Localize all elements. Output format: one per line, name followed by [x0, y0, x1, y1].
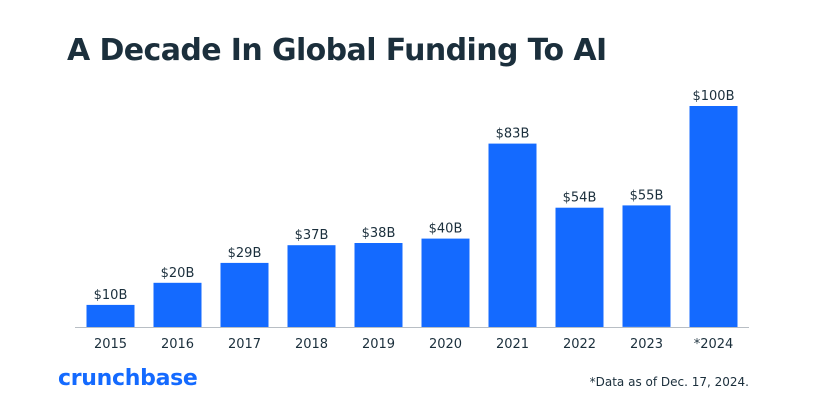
bar-2015 [86, 304, 135, 327]
x-tick-label-2022: 2022 [563, 337, 596, 352]
bar-2017 [220, 262, 269, 327]
x-tick-label-2021: 2021 [496, 337, 529, 352]
data-footnote: *Data as of Dec. 17, 2024. [589, 375, 749, 389]
x-tick-label-2018: 2018 [295, 337, 328, 352]
bar-2016 [153, 282, 202, 327]
bar-2018 [287, 245, 336, 327]
value-label-2017: $29B [228, 246, 262, 261]
value-label-2015: $10B [94, 288, 128, 303]
x-tick-label-2023: 2023 [630, 337, 663, 352]
bar-2023 [622, 205, 671, 327]
value-label-2023: $55B [630, 188, 664, 203]
bar-2024 [689, 106, 738, 327]
crunchbase-logo: crunchbase [58, 366, 198, 391]
bar-2019 [354, 243, 403, 327]
value-label-2018: $37B [295, 228, 329, 243]
bar-2022 [555, 207, 604, 327]
bar-2021 [488, 143, 537, 327]
value-label-2016: $20B [161, 266, 195, 281]
x-tick-label-2017: 2017 [228, 337, 261, 352]
value-label-2021: $83B [496, 127, 530, 142]
x-tick-label-2019: 2019 [362, 337, 395, 352]
x-tick-label-2016: 2016 [161, 337, 194, 352]
chart-title: A Decade In Global Funding To AI [67, 33, 607, 68]
value-labels-group: $10B $20B $29B $37B $38B $40B $83B $54B $55B $100… [94, 89, 735, 303]
value-label-2022: $54B [563, 191, 597, 206]
value-label-2024: $100B [692, 89, 734, 104]
bar-2020 [421, 238, 470, 327]
x-tick-label-2015: 2015 [94, 337, 127, 352]
bars-group [86, 106, 738, 327]
x-tick-label-2024: *2024 [694, 337, 734, 352]
x-tick-labels-group: 2015 2016 2017 2018 2019 2020 2021 2022 2023 *202… [94, 337, 733, 352]
x-tick-label-2020: 2020 [429, 337, 462, 352]
value-label-2019: $38B [362, 226, 396, 241]
value-label-2020: $40B [429, 222, 463, 237]
